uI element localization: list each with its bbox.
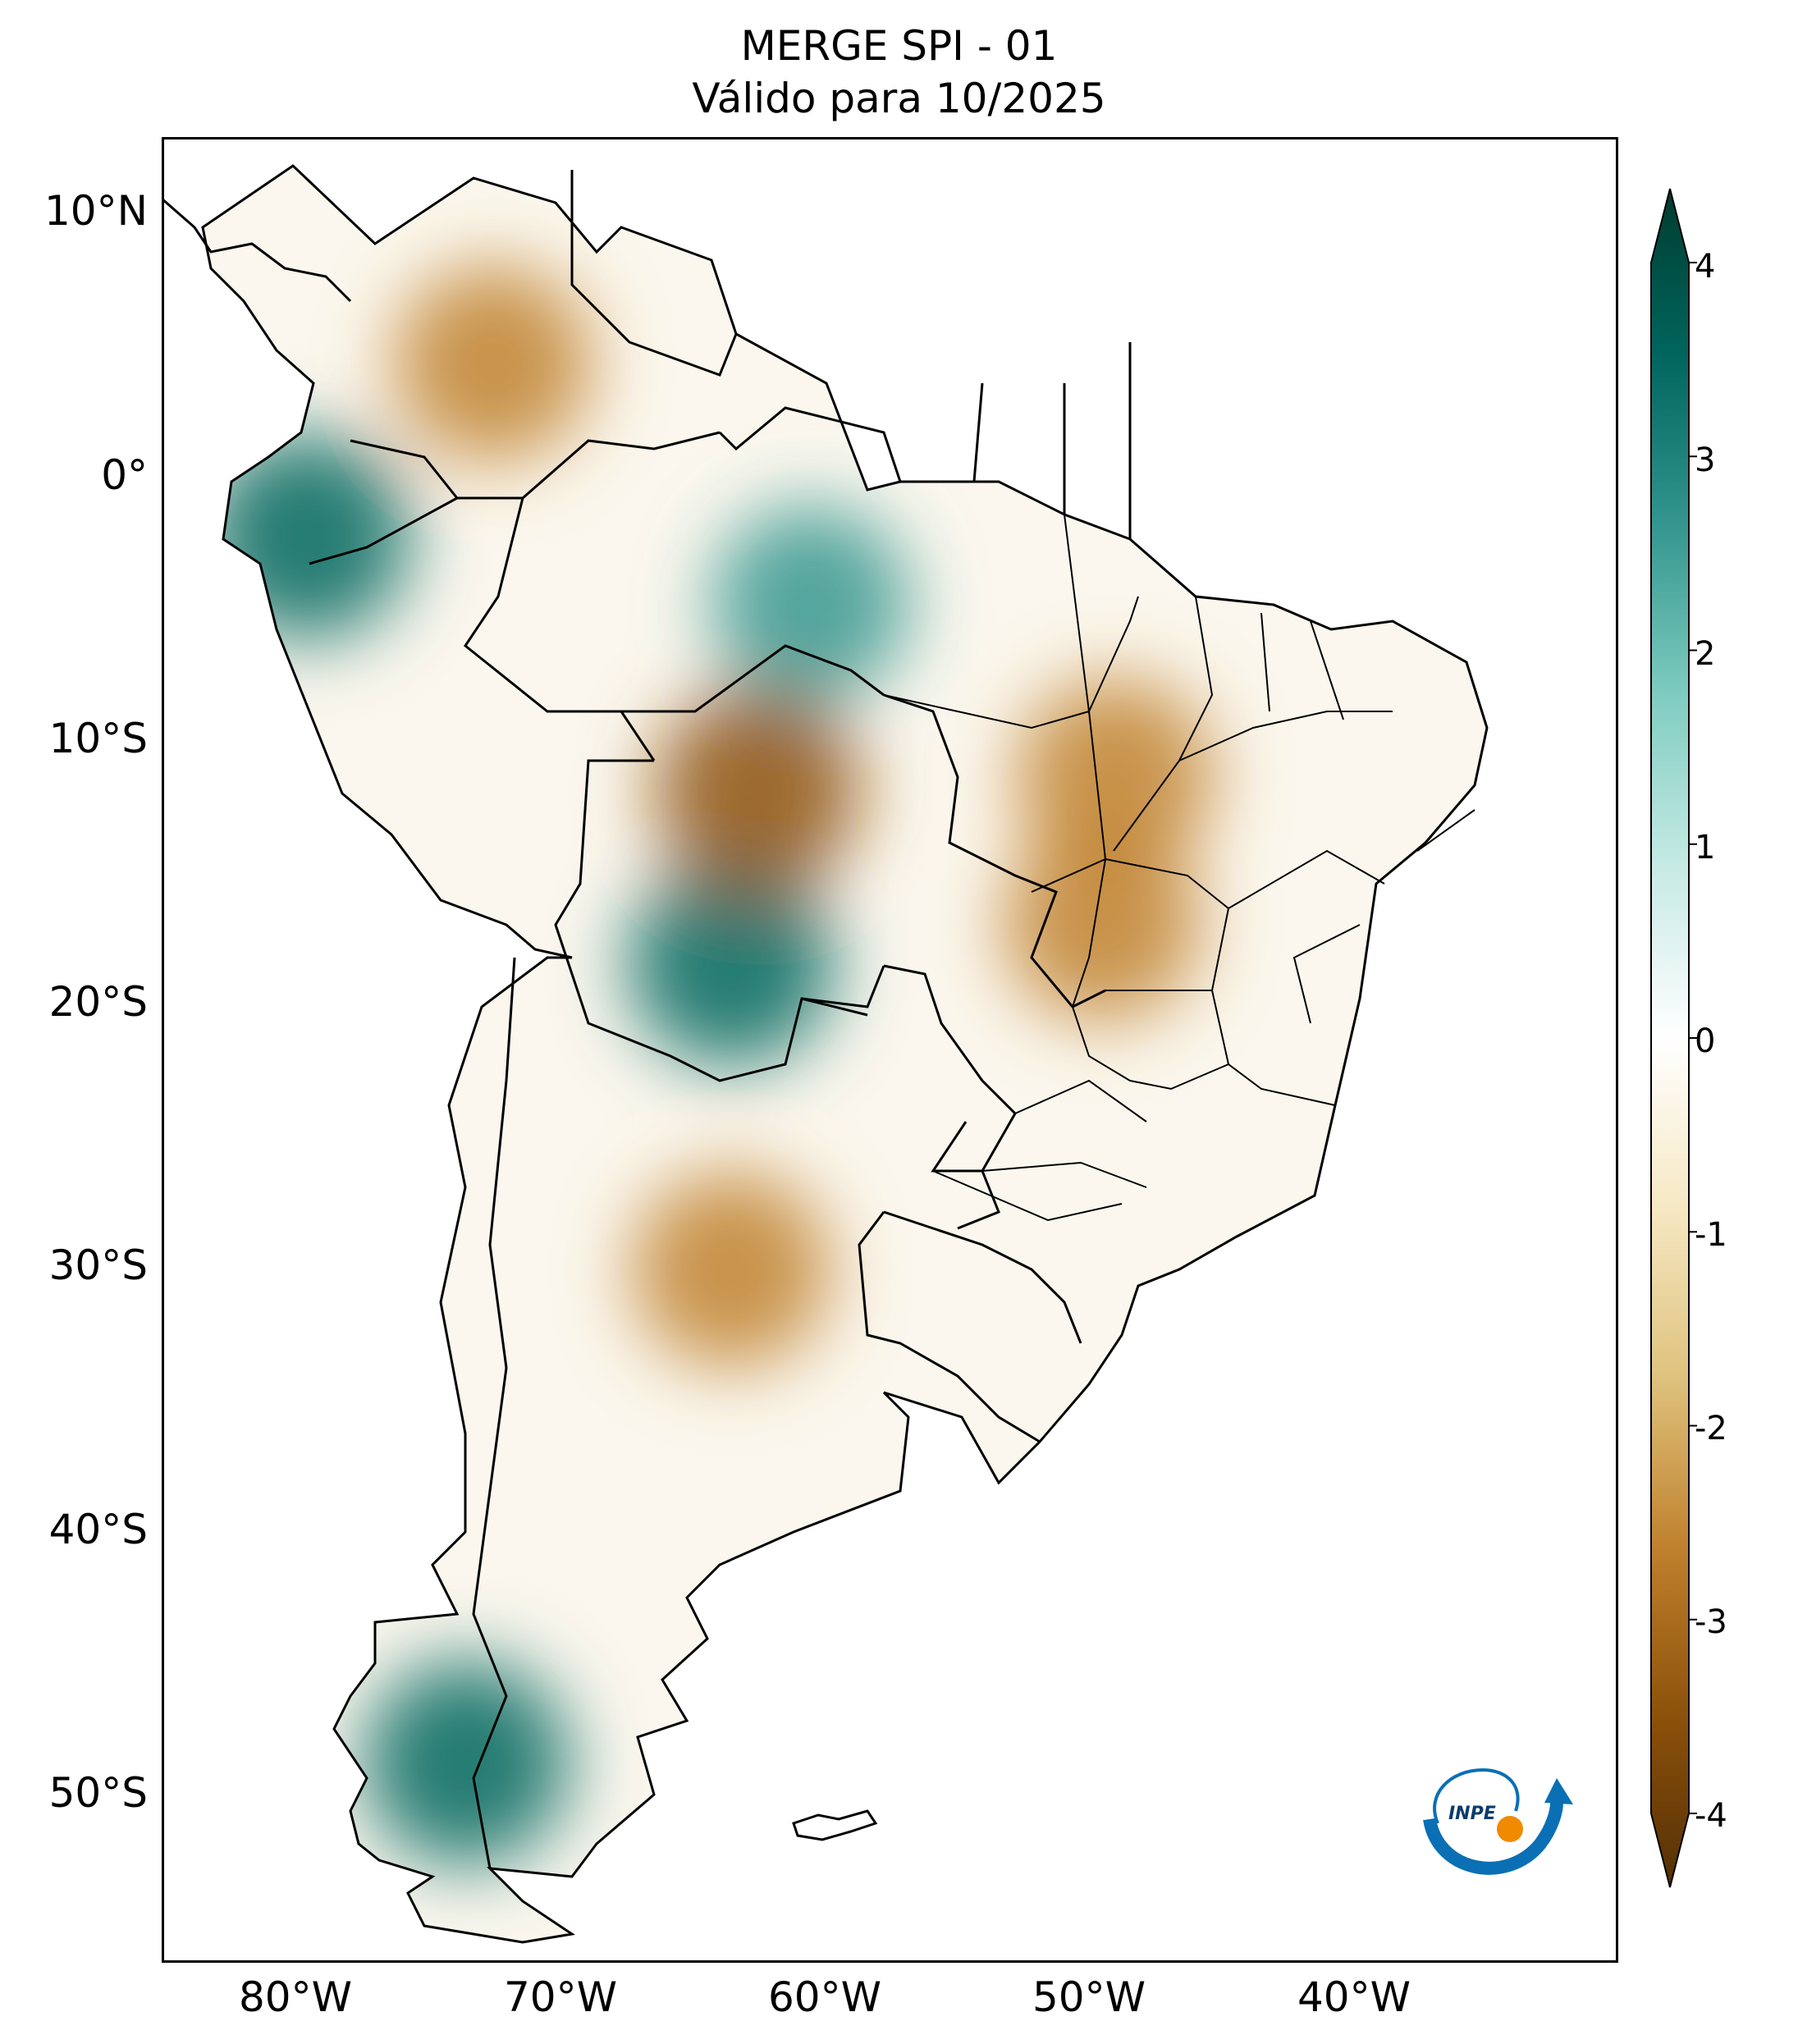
colorbar-label-2: 2: [1695, 635, 1716, 673]
colorbar-label-neg4: -4: [1695, 1797, 1727, 1835]
anomaly-tocantins: [1016, 678, 1214, 876]
falkland-islands: [792, 1809, 878, 1841]
spi-map: INPE: [162, 137, 1618, 1963]
lat-label-10n: 10°N: [43, 187, 148, 235]
colorbar-label-0: 0: [1695, 1022, 1716, 1060]
logo-dot-icon: [1497, 1816, 1523, 1842]
state-borders: [883, 514, 1475, 1222]
country-borders: [309, 170, 1132, 1869]
lon-label-40w: 40°W: [1297, 1973, 1411, 2021]
colorbar-label-neg2: -2: [1695, 1410, 1727, 1447]
lon-label-50w: 50°W: [1032, 1973, 1146, 2021]
anomaly-rond-nia: [655, 687, 861, 893]
anomaly-bolivian-lowlands: [628, 860, 834, 1066]
map-title: MERGE SPI - 01: [740, 22, 1058, 70]
map-frame: [162, 137, 1618, 1963]
lat-label-50s: 50°S: [48, 1769, 148, 1817]
colorbar: [1650, 188, 1697, 1888]
anomaly-central-amazon: [711, 505, 909, 702]
lat-label-20s: 20°S: [48, 978, 148, 1026]
anomaly-c-rdoba-santiago-del-estero: [632, 1171, 830, 1369]
anomaly-patagonian-andes: [364, 1660, 570, 1866]
colorbar-label-neg3: -3: [1695, 1603, 1727, 1641]
lon-label-80w: 80°W: [238, 1973, 353, 2021]
anomaly-colombia-interior: [394, 265, 592, 463]
colorbar-label-4: 4: [1695, 248, 1716, 286]
colorbar-label-neg1: -1: [1695, 1216, 1727, 1254]
logo-text: INPE: [1448, 1804, 1496, 1824]
lat-label-30s: 30°S: [48, 1241, 148, 1289]
logo-orbit-icon: [1433, 1767, 1520, 1824]
inpe-logo: INPE: [1423, 1767, 1573, 1875]
logo-arrow-icon: [1423, 1802, 1563, 1875]
colorbar-bar: [1650, 188, 1690, 1888]
map-subtitle: Válido para 10/2025: [692, 75, 1106, 122]
logo-arrowhead-icon: [1544, 1778, 1573, 1804]
colorbar-label-1: 1: [1695, 829, 1716, 867]
anomaly-goi-s-minas: [1003, 825, 1201, 1022]
colorbar-label-3: 3: [1695, 441, 1716, 479]
lat-label-40s: 40°S: [48, 1506, 148, 1553]
lon-label-70w: 70°W: [503, 1973, 618, 2021]
central-america-coast: [162, 197, 352, 303]
lat-label-10s: 10°S: [48, 715, 148, 762]
lon-label-60w: 60°W: [767, 1973, 882, 2021]
lat-label-0: 0°: [101, 451, 148, 499]
